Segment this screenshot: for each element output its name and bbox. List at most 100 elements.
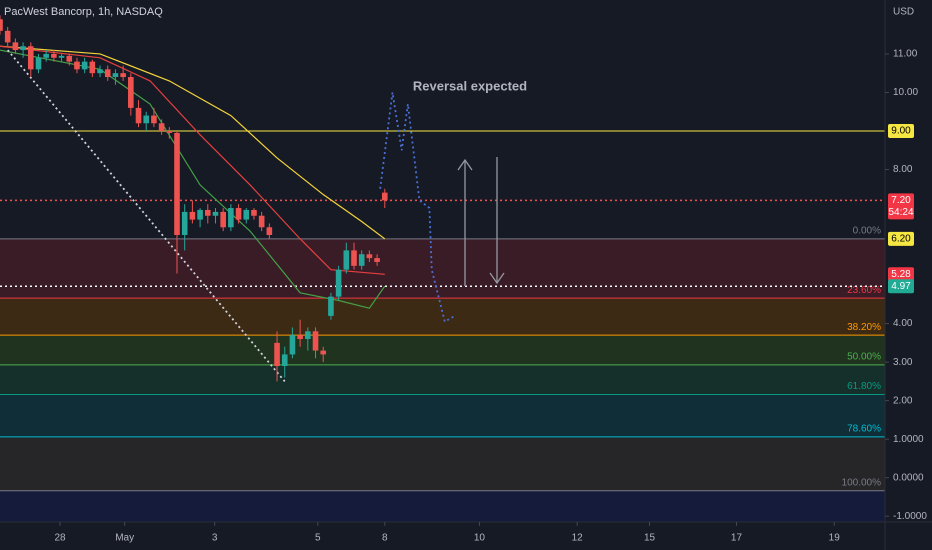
candle-body	[35, 57, 42, 70]
x-tick-label: 10	[474, 533, 486, 544]
candle-body	[104, 69, 111, 78]
candle-body	[351, 250, 357, 266]
candle-body	[220, 211, 226, 228]
candle-body	[228, 208, 234, 228]
x-tick-label: 28	[54, 533, 66, 544]
candle-body	[166, 130, 173, 133]
candle-body	[197, 209, 203, 220]
line-series	[0, 49, 386, 309]
line-series	[7, 49, 286, 382]
price-label: 7.20	[891, 195, 911, 206]
fib-zone	[0, 364, 885, 395]
candle-body	[274, 342, 280, 366]
y-tick-label: 3.00	[893, 357, 913, 368]
candle-body	[174, 132, 180, 235]
candle-body	[89, 61, 96, 74]
countdown-label: 54:24	[888, 207, 913, 218]
x-tick-label: 19	[829, 533, 841, 544]
y-tick-label: 4.00	[893, 318, 913, 329]
candle-body	[4, 30, 11, 43]
chart-title: PacWest Bancorp, 1h, NASDAQ	[4, 6, 163, 18]
arrow-down-head	[489, 272, 505, 285]
candle-body	[235, 208, 242, 220]
fib-zone	[0, 436, 885, 491]
price-label-box	[888, 231, 914, 246]
candle-body	[74, 61, 80, 70]
fib-zone	[0, 394, 885, 437]
candle-body	[43, 53, 49, 58]
candle-body	[381, 192, 388, 201]
candle-body	[320, 350, 327, 355]
x-tick-label: 15	[644, 533, 656, 544]
candle-body	[335, 269, 342, 297]
candle-body	[135, 107, 142, 124]
candle-body	[374, 258, 380, 262]
fib-zone	[0, 490, 885, 522]
candle-body	[81, 61, 88, 70]
price-label: 5.28	[891, 269, 911, 280]
line-series	[0, 45, 385, 275]
fib-label: 61.80%	[847, 381, 881, 392]
candle-body	[128, 77, 134, 108]
x-tick-label: May	[115, 533, 134, 544]
x-tick-label: 3	[212, 533, 218, 544]
candle-body	[328, 296, 334, 316]
price-label: 4.97	[891, 281, 911, 292]
fib-label: 0.00%	[853, 225, 881, 236]
candle-body	[66, 55, 73, 62]
line-series	[379, 92, 456, 324]
candle-body	[305, 331, 311, 340]
y-tick-label: -1.0000	[893, 511, 927, 522]
fib-label: 78.60%	[847, 424, 881, 435]
candle-body	[297, 335, 303, 340]
currency: USD	[893, 7, 914, 18]
price-label: 9.00	[891, 126, 911, 137]
candle-body	[251, 209, 257, 216]
annotation: Reversal expected	[413, 78, 527, 93]
y-tick-label: 1.0000	[893, 434, 924, 445]
candle-body	[20, 46, 26, 51]
price-label-box	[888, 123, 914, 138]
fib-zone	[0, 335, 885, 365]
candle-body	[281, 354, 288, 366]
candle-body	[289, 335, 296, 355]
arrow-up-head	[457, 158, 473, 171]
candle-body	[120, 73, 126, 78]
candle-body	[343, 250, 350, 270]
candle-body	[212, 211, 219, 216]
candle-body	[97, 69, 103, 74]
candle-body	[258, 215, 265, 228]
price-label-box	[888, 267, 914, 282]
y-tick-label: 11.00	[893, 49, 918, 60]
fib-label: 23.60%	[847, 285, 881, 296]
x-tick-label: 17	[731, 533, 743, 544]
candle-body	[151, 115, 157, 124]
candle-body	[143, 115, 150, 124]
candle-body	[0, 19, 3, 31]
y-tick-label: 8.00	[893, 164, 913, 175]
candle-body	[312, 331, 319, 351]
candle-body	[243, 209, 250, 220]
plot: 0.00% 23.60% 38.20% 50.00% 61.80% 78.60% 100.0…	[0, 15, 885, 522]
fib-label: 100.00%	[842, 477, 882, 488]
candle-body	[266, 227, 273, 235]
candle-body	[12, 42, 19, 51]
line-series	[0, 45, 386, 240]
candle-body	[181, 211, 188, 235]
candle-body	[58, 55, 65, 58]
candle-body	[189, 211, 196, 220]
price-label-box	[888, 193, 914, 220]
candle-body	[366, 254, 373, 259]
candle-body	[158, 123, 165, 131]
x-tick-label: 5	[315, 533, 321, 544]
price-label-box	[888, 279, 914, 294]
y-tick-label: 2.00	[893, 395, 913, 406]
fib-zone	[0, 298, 885, 336]
candle-body	[51, 53, 57, 58]
y-tick-label: 10.00	[893, 87, 918, 98]
fib-label: 50.00%	[847, 351, 881, 362]
x-tick-label: 8	[382, 533, 388, 544]
fib-label: 38.20%	[847, 322, 881, 333]
